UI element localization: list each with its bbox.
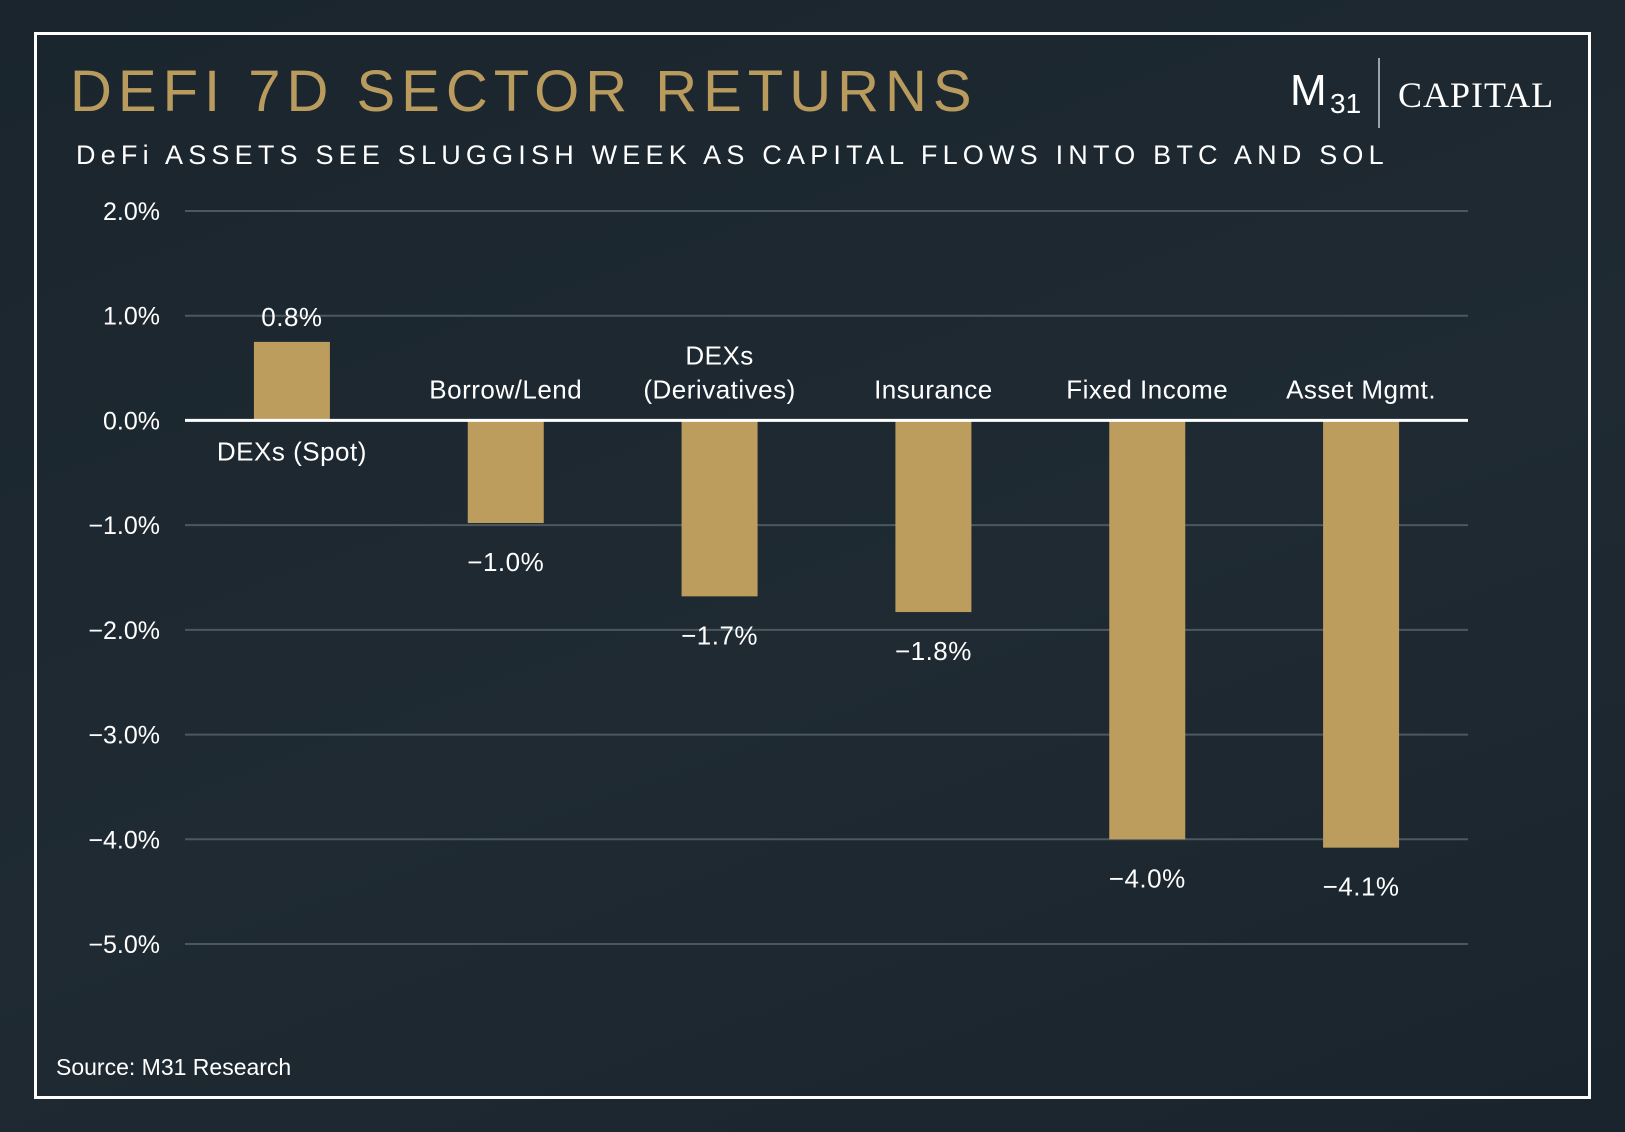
- data-label: 0.8%: [261, 302, 322, 332]
- y-tick-label: −3.0%: [88, 722, 160, 750]
- category-label: (Derivatives): [643, 374, 795, 404]
- bar: [1323, 420, 1400, 848]
- category-label: Fixed Income: [1066, 374, 1228, 404]
- y-tick-label: −1.0%: [88, 512, 160, 540]
- category-label: DEXs (Spot): [217, 436, 367, 466]
- logo-number: 31: [1330, 88, 1362, 119]
- bar: [253, 341, 330, 421]
- category-label: Asset Mgmt.: [1286, 374, 1436, 404]
- source-note: Source: M31 Research: [56, 1054, 292, 1080]
- y-tick-label: −4.0%: [88, 826, 160, 854]
- logo-divider: [1378, 58, 1380, 128]
- category-label: Borrow/Lend: [429, 374, 582, 404]
- logo-m: M: [1290, 66, 1327, 115]
- bar: [895, 420, 972, 613]
- y-tick-label: 2.0%: [103, 198, 160, 226]
- y-tick-label: −2.0%: [88, 617, 160, 645]
- data-label: −1.0%: [467, 547, 544, 577]
- category-label: DEXs: [685, 340, 753, 370]
- data-label: −4.0%: [1109, 863, 1186, 893]
- m31-capital-logo: M 31 CAPITAL: [1290, 58, 1553, 128]
- bar: [1109, 420, 1186, 840]
- data-label: −4.1%: [1323, 872, 1400, 902]
- data-label: −1.8%: [895, 636, 972, 666]
- y-tick-label: 1.0%: [103, 303, 160, 331]
- bar: [467, 420, 544, 524]
- y-tick-label: −5.0%: [88, 931, 160, 959]
- bar: [681, 420, 758, 597]
- page-title: DEFI 7D SECTOR RETURNS: [70, 59, 978, 124]
- page-subtitle: DeFi ASSETS SEE SLUGGISH WEEK AS CAPITAL…: [76, 140, 1389, 170]
- y-tick-label: 0.0%: [103, 407, 160, 435]
- logo-word: CAPITAL: [1398, 75, 1555, 115]
- data-label: −1.7%: [681, 620, 758, 650]
- category-label: Insurance: [874, 374, 993, 404]
- inner-border: [34, 32, 1591, 1099]
